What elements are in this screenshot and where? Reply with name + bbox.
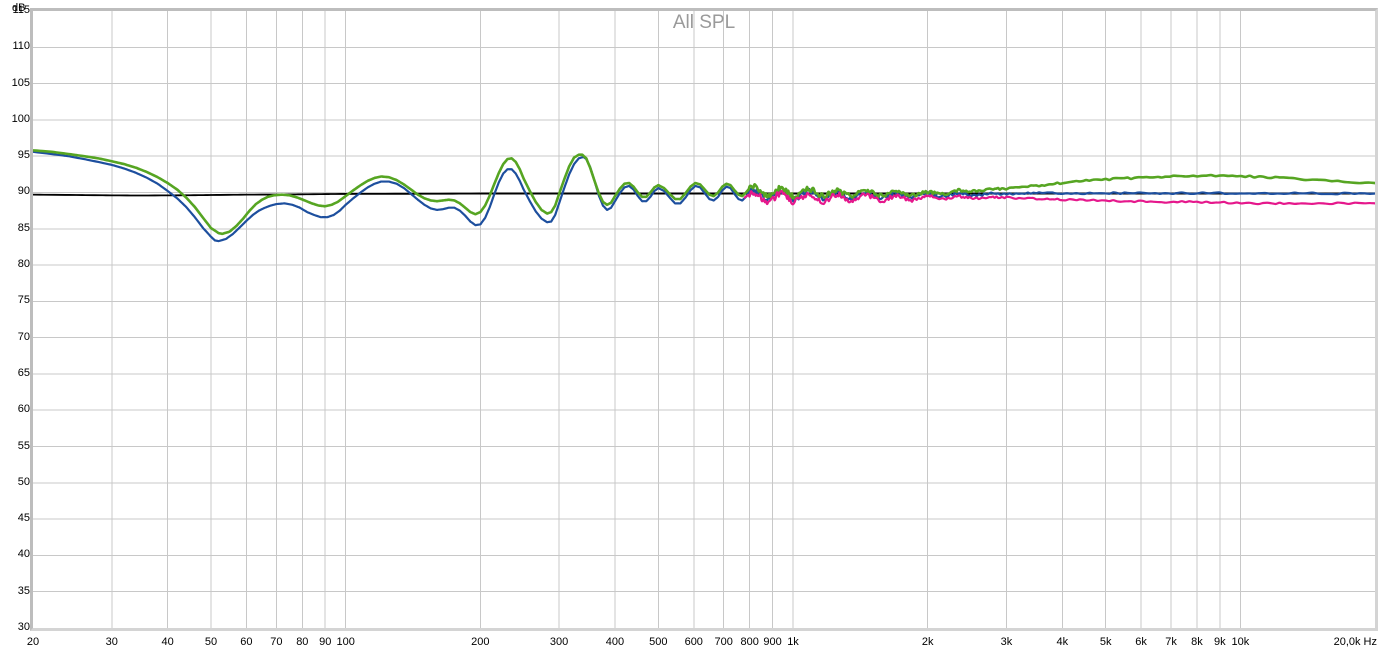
x-axis-tick-label: 9k	[1214, 636, 1226, 648]
series-line	[33, 149, 1375, 236]
x-axis-tick-label: 90	[319, 636, 332, 648]
x-axis-tick-label: 100	[336, 636, 355, 648]
y-axis-tick-label: 60	[17, 403, 30, 416]
y-axis-tick-label: 65	[17, 366, 30, 379]
y-axis-tick-label: 90	[17, 185, 30, 198]
x-axis-tick-label: 8k	[1191, 636, 1203, 648]
y-axis-tick-labels: 115 110 105 100 95 90 85 80 75 70 65 60 55 50 45 40 35 30	[0, 0, 30, 658]
y-axis-tick-label: 40	[17, 548, 30, 561]
x-axis-tick-label: 40	[161, 636, 174, 648]
x-axis-tick-label: 50	[204, 636, 218, 648]
y-axis-tick-label: 35	[17, 584, 30, 597]
y-axis-tick-label: 70	[17, 330, 30, 343]
x-axis-tick-label: 200	[471, 636, 490, 648]
x-axis-tick-label: 70	[270, 636, 283, 648]
series-line	[743, 189, 1375, 206]
x-axis-tick-label: 1k	[787, 636, 799, 648]
y-axis-tick-label: 85	[17, 221, 30, 234]
x-axis-tick-label: 400	[605, 636, 625, 648]
x-axis-tick-label: 3k	[1000, 636, 1013, 648]
x-axis-tick-label: 2k	[921, 636, 934, 648]
y-axis-tick-label: 110	[12, 40, 30, 53]
x-axis-tick-label: 30	[105, 636, 118, 648]
x-axis-tick-label: 80	[296, 636, 309, 648]
x-axis-tick-label: 800	[740, 636, 759, 648]
x-axis-tick-label: 4k	[1056, 636, 1069, 648]
y-axis-tick-label: 95	[17, 149, 30, 162]
y-axis-tick-label: 115	[12, 4, 30, 16]
x-axis-tick-label: 6k	[1135, 636, 1147, 648]
x-axis-tick-label: 900	[763, 636, 782, 648]
y-axis-tick-label: 100	[11, 112, 30, 125]
y-axis-tick-label: 75	[17, 294, 30, 307]
y-axis-tick-label: 45	[17, 512, 30, 525]
x-axis-tick-label: 500	[649, 636, 668, 648]
x-axis-tick-label: 60	[240, 636, 253, 648]
x-axis-tick-label: 300	[549, 636, 569, 648]
x-axis-tick-label: 600	[684, 636, 703, 648]
y-axis-tick-label: 30	[17, 621, 30, 633]
plot-frame	[30, 8, 1378, 631]
grid-lines	[33, 11, 1375, 628]
y-axis-tick-label: 105	[11, 76, 30, 89]
y-axis-tick-label: 50	[17, 475, 30, 488]
x-axis-tick-label: 10k	[1231, 636, 1250, 648]
y-axis-tick-label: 80	[17, 258, 30, 271]
x-axis-tick-label: 20,0k Hz	[1333, 636, 1377, 648]
x-axis-tick-label: 700	[714, 636, 733, 648]
x-axis-tick-label: 7k	[1165, 636, 1177, 648]
y-axis-unit-label: dB	[12, 2, 26, 14]
series-lines	[33, 149, 1375, 243]
x-axis-tick-label: 20	[26, 636, 40, 648]
y-axis-tick-label: 55	[17, 439, 30, 452]
x-axis-tick-label: 5k	[1099, 636, 1112, 648]
plot-canvas	[33, 11, 1375, 628]
series-line	[33, 150, 1375, 243]
